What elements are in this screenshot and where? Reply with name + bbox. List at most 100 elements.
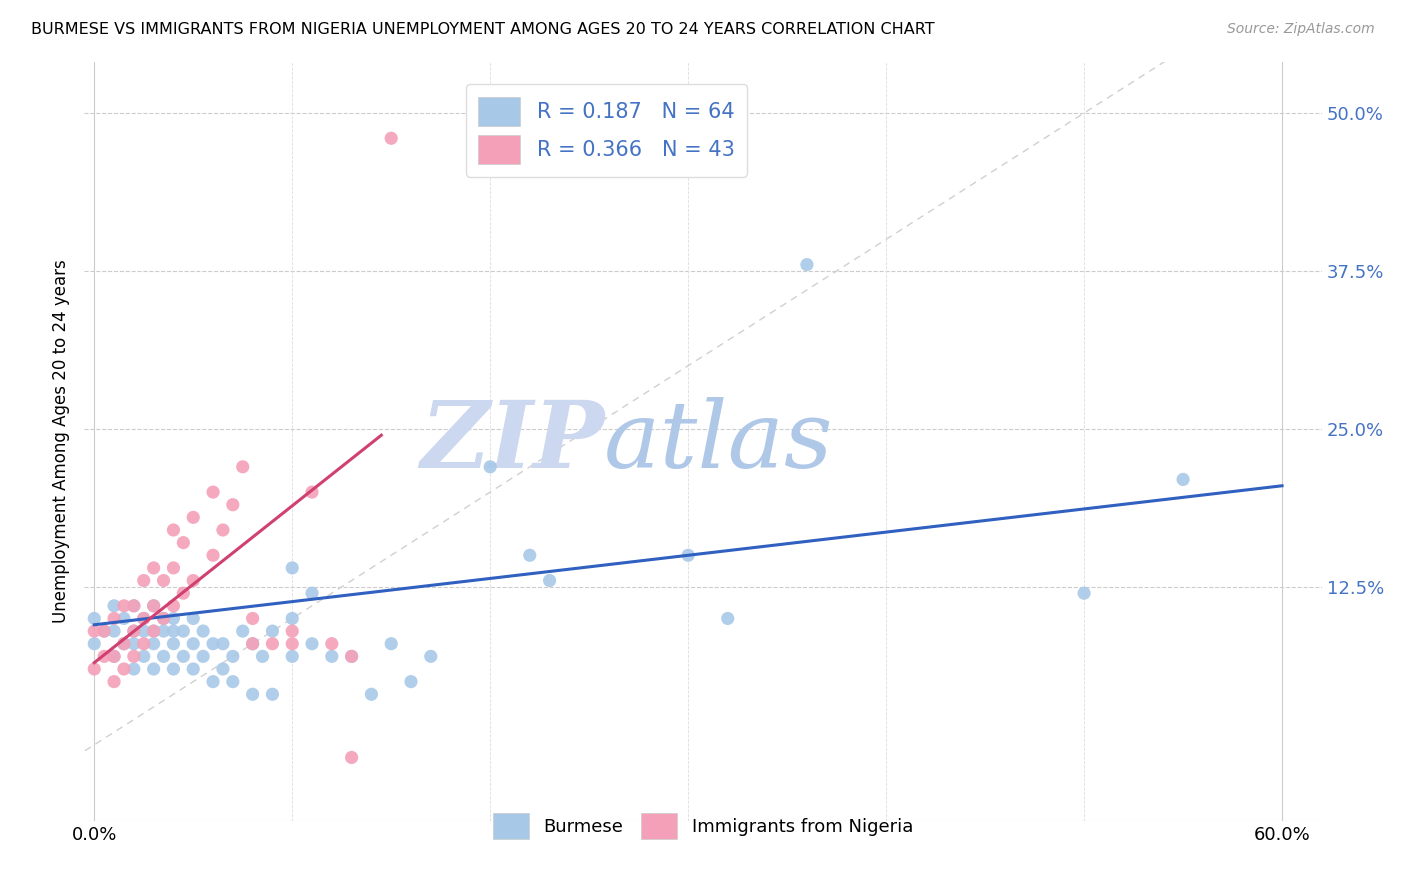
Point: [202, 548, 225, 563]
Point: [181, 574, 204, 588]
Point: [232, 459, 254, 474]
Point: [212, 523, 235, 537]
Point: [796, 258, 818, 272]
Point: [360, 687, 382, 701]
Point: [152, 649, 174, 664]
Point: [103, 624, 125, 639]
Y-axis label: Unemployment Among Ages 20 to 24 years: Unemployment Among Ages 20 to 24 years: [52, 260, 70, 624]
Point: [676, 548, 699, 563]
Point: [172, 624, 194, 639]
Point: [83, 624, 105, 639]
Point: [281, 624, 304, 639]
Point: [132, 611, 155, 625]
Point: [181, 611, 204, 625]
Point: [1171, 473, 1194, 487]
Point: [222, 674, 245, 689]
Point: [191, 624, 214, 639]
Point: [301, 485, 323, 500]
Point: [479, 459, 502, 474]
Point: [181, 510, 204, 524]
Point: [321, 637, 343, 651]
Point: [103, 649, 125, 664]
Point: [132, 624, 155, 639]
Point: [252, 649, 274, 664]
Text: ZIP: ZIP: [420, 397, 605, 486]
Point: [717, 611, 740, 625]
Point: [132, 574, 155, 588]
Point: [262, 687, 284, 701]
Point: [222, 649, 245, 664]
Point: [103, 674, 125, 689]
Text: atlas: atlas: [605, 397, 834, 486]
Point: [172, 535, 194, 549]
Point: [122, 624, 145, 639]
Point: [222, 498, 245, 512]
Point: [281, 561, 304, 575]
Point: [191, 649, 214, 664]
Point: [172, 649, 194, 664]
Point: [162, 611, 184, 625]
Point: [399, 674, 422, 689]
Point: [142, 637, 165, 651]
Text: Source: ZipAtlas.com: Source: ZipAtlas.com: [1227, 22, 1375, 37]
Point: [1073, 586, 1095, 600]
Point: [242, 637, 264, 651]
Point: [162, 523, 184, 537]
Point: [112, 599, 135, 613]
Point: [83, 637, 105, 651]
Point: [152, 624, 174, 639]
Point: [93, 624, 115, 639]
Point: [281, 611, 304, 625]
Point: [142, 561, 165, 575]
Point: [301, 637, 323, 651]
Point: [112, 637, 135, 651]
Point: [132, 611, 155, 625]
Point: [419, 649, 441, 664]
Point: [152, 611, 174, 625]
Point: [152, 574, 174, 588]
Point: [122, 599, 145, 613]
Point: [122, 624, 145, 639]
Point: [162, 624, 184, 639]
Point: [301, 586, 323, 600]
Point: [162, 662, 184, 676]
Point: [232, 624, 254, 639]
Point: [181, 637, 204, 651]
Point: [262, 637, 284, 651]
Point: [162, 561, 184, 575]
Point: [380, 637, 402, 651]
Point: [281, 649, 304, 664]
Point: [172, 586, 194, 600]
Point: [112, 611, 135, 625]
Point: [281, 637, 304, 651]
Point: [340, 649, 363, 664]
Point: [519, 548, 541, 563]
Point: [83, 611, 105, 625]
Point: [340, 750, 363, 764]
Point: [242, 637, 264, 651]
Point: [202, 637, 225, 651]
Point: [142, 624, 165, 639]
Point: [132, 649, 155, 664]
Text: BURMESE VS IMMIGRANTS FROM NIGERIA UNEMPLOYMENT AMONG AGES 20 TO 24 YEARS CORREL: BURMESE VS IMMIGRANTS FROM NIGERIA UNEMP…: [31, 22, 935, 37]
Point: [142, 624, 165, 639]
Point: [83, 662, 105, 676]
Point: [212, 662, 235, 676]
Point: [380, 131, 402, 145]
Point: [112, 662, 135, 676]
Point: [103, 649, 125, 664]
Point: [122, 649, 145, 664]
Point: [538, 574, 561, 588]
Point: [212, 637, 235, 651]
Point: [122, 662, 145, 676]
Point: [340, 649, 363, 664]
Point: [122, 599, 145, 613]
Point: [142, 662, 165, 676]
Point: [152, 611, 174, 625]
Point: [242, 687, 264, 701]
Point: [162, 599, 184, 613]
Point: [112, 637, 135, 651]
Point: [93, 624, 115, 639]
Point: [202, 674, 225, 689]
Point: [122, 637, 145, 651]
